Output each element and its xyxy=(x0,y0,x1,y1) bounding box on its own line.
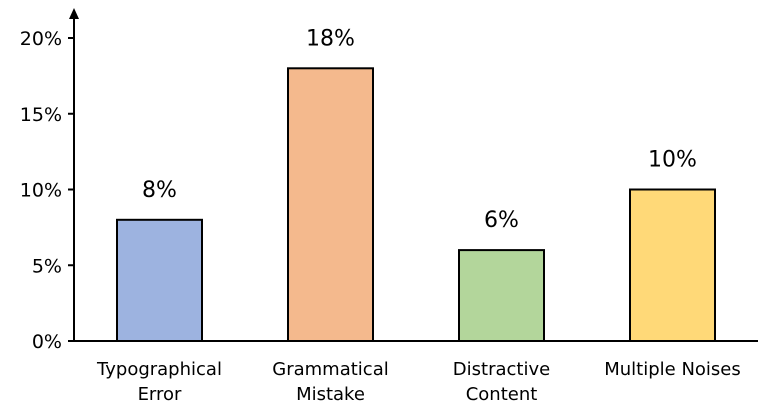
data-labels-group: 8% 18% 6% 10% xyxy=(142,26,697,233)
category-label: Distractive Content xyxy=(453,359,550,405)
bar xyxy=(629,188,716,342)
y-tick-label: 15% xyxy=(20,104,62,126)
y-axis-arrow xyxy=(69,8,79,19)
y-tick-label: 10% xyxy=(20,180,62,202)
data-label: 18% xyxy=(306,26,355,51)
bar xyxy=(458,249,545,343)
y-tick-label: 20% xyxy=(20,28,62,50)
y-axis-ticks-group: 0% 5% 10% 15% 20% xyxy=(20,28,74,353)
category-label: Multiple Noises xyxy=(604,359,741,380)
data-label: 8% xyxy=(142,178,177,203)
data-label: 10% xyxy=(648,148,697,173)
y-tick-label: 0% xyxy=(32,331,62,353)
data-label: 6% xyxy=(484,208,519,233)
bars-group xyxy=(116,67,716,343)
x-axis-labels-group: Typographical Error Grammatical Mistake Dist… xyxy=(96,359,741,405)
y-tick-label: 5% xyxy=(32,255,62,277)
category-label: Typographical Error xyxy=(96,359,222,405)
bar xyxy=(116,218,203,342)
bar xyxy=(287,67,374,343)
category-label: Grammatical Mistake xyxy=(272,359,388,405)
